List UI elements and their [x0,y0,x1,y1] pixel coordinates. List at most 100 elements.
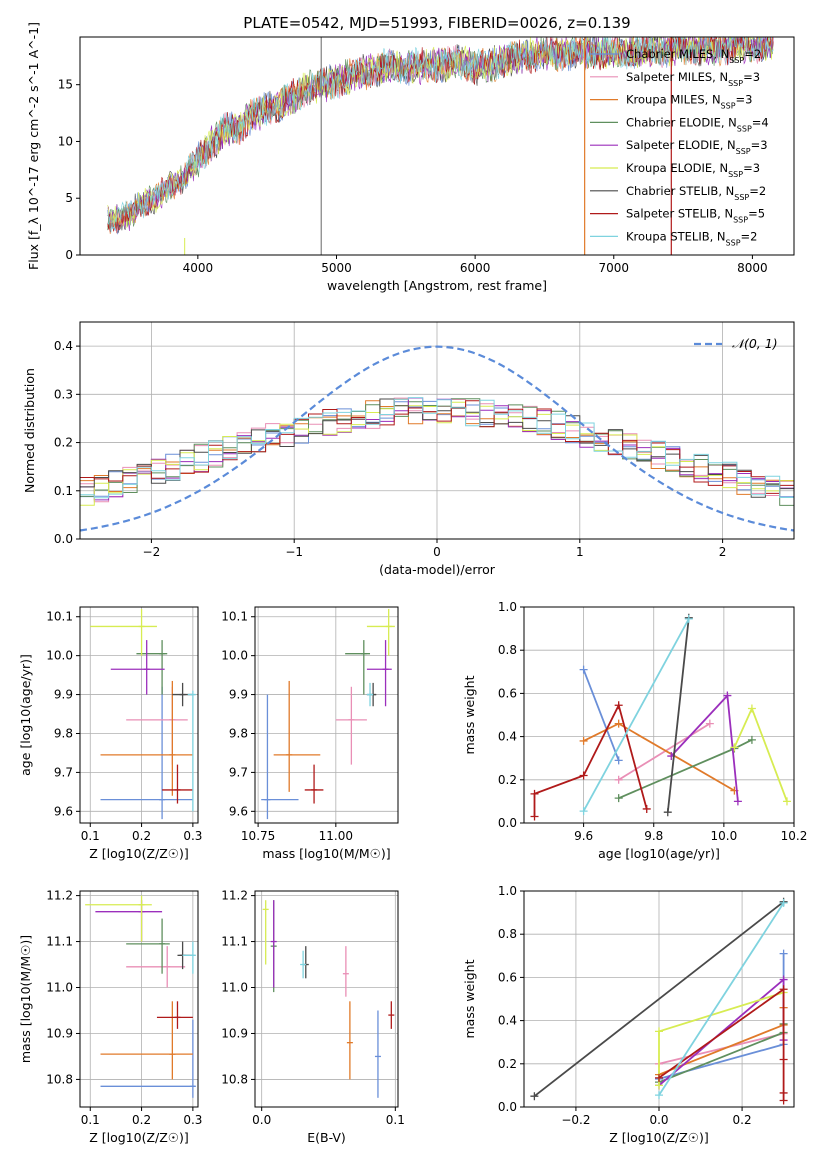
x-tick-label: 9.8 [644,829,663,843]
weight-marker [655,1073,663,1082]
x-tick-label: 1 [576,545,584,559]
x-axis-label: mass [log10(M/M☉)] [262,846,390,861]
figure-title: PLATE=0542, MJD=51993, FIBERID=0026, z=0… [243,14,630,32]
y-tick-label: 0.6 [498,970,517,984]
spectrum-line [107,35,774,233]
legend-label: Salpeter STELIB, NSSP=5 [626,207,765,225]
y-tick-label: 0.8 [498,643,517,657]
y-tick-label: 9.6 [229,804,248,818]
y-tick-label: 11.1 [46,935,73,949]
weight-line [533,901,785,1097]
x-tick-label: 0 [433,545,441,559]
plot-frame [254,890,399,1108]
y-tick-label: 0.2 [54,436,73,450]
mass-vs-reddening-panel: 0.0 0.1 10.8 10.9 11.0 11.1 11.2 E(B-V) [221,889,405,1145]
weight-line [618,722,711,781]
y-tick-label: 0.0 [54,532,73,546]
y-tick-label: 11.2 [221,889,248,903]
y-tick-label: 0.4 [498,1014,517,1028]
y-tick-label: 0.4 [54,339,73,353]
y-tick-label: 9.8 [229,726,248,740]
y-tick-label: 11.0 [221,981,248,995]
x-tick-label: −0.2 [561,1113,590,1127]
weight-line [658,1007,785,1065]
x-tick-label: 0.0 [252,1113,271,1127]
x-tick-label: 0.2 [132,829,151,843]
legend-label: Salpeter ELODIE, NSSP=3 [626,138,768,156]
weight-marker [579,807,588,816]
x-axis-label: age [log10(age/yr)] [598,846,720,861]
y-tick-label: 0.0 [498,816,517,830]
x-tick-label: 0.3 [183,1113,202,1127]
y-tick-label: 10.9 [221,1026,248,1040]
weight-line [670,693,739,802]
plot-frame [79,36,795,256]
weight-marker [655,1081,663,1090]
weight-marker [733,797,742,806]
weight-marker [530,1092,539,1101]
mass-weight-vs-metallicity-panel: −0.2 0.0 0.2 0.0 0.2 0.4 0.6 0.8 1.0 Z [log10(Z/Z… [462,884,795,1145]
x-tick-label: 0.3 [183,829,202,843]
weight-marker [655,1091,663,1100]
weight-marker [747,704,756,713]
weight-marker [779,1055,788,1064]
spectrum-line [107,36,774,234]
y-axis-label: mass weight [462,675,477,754]
x-tick-label: 5000 [321,261,352,275]
y-tick-label: 10.0 [221,649,248,663]
y-tick-label: 11.1 [221,935,248,949]
weight-marker [779,975,788,984]
y-tick-label: 0.2 [498,1057,517,1071]
weight-marker [779,898,788,907]
y-tick-label: 0.8 [498,927,517,941]
y-tick-label: 0.4 [498,730,517,744]
y-tick-label: 10.0 [46,649,73,663]
y-axis-label: mass weight [462,959,477,1038]
y-tick-label: 11.0 [46,981,73,995]
legend-label: Kroupa STELIB, NSSP=2 [626,229,757,247]
y-tick-label: 1.0 [498,884,517,898]
y-axis-label: Normed distribution [22,368,37,493]
plot-frame [79,890,199,1108]
weight-marker [779,1088,788,1097]
weight-marker [579,771,588,780]
y-axis-label: age [log10(age/yr)] [18,654,33,776]
x-axis-label: Z [log10(Z/Z☉)] [89,1130,189,1145]
x-tick-label: 0.1 [81,1113,100,1127]
plot-frame [523,606,795,824]
weight-marker [779,985,788,994]
weight-marker [747,735,756,744]
legend-label: 𝒩(0, 1) [732,336,778,351]
weight-marker [614,719,623,728]
x-tick-label: 0.2 [132,1113,151,1127]
weight-marker [723,691,732,700]
y-tick-label: 10.8 [46,1072,73,1086]
weight-line [658,987,785,1101]
weight-marker [642,804,651,813]
x-tick-label: 10.2 [781,829,808,843]
weight-marker [779,949,788,958]
y-axis-label: Flux [f_λ 10^-17 erg cm^-2 s^-1 A^-1] [26,22,41,270]
weight-marker [663,808,672,817]
x-tick-label: −1 [285,545,303,559]
weight-line [582,669,620,761]
histogram-step [80,397,794,499]
x-axis-label: Z [log10(Z/Z☉)] [89,846,189,861]
weight-line [582,618,690,812]
x-tick-label: −2 [143,545,161,559]
x-axis-label: (data-model)/error [379,562,496,577]
y-tick-label: 5 [65,191,73,205]
y-tick-label: 9.9 [54,688,73,702]
x-tick-label: 0.1 [81,829,100,843]
plot-frame [254,606,399,824]
y-tick-label: 10 [58,134,73,148]
plot-frame [79,606,199,824]
legend-label: Kroupa MILES, NSSP=3 [626,93,752,111]
x-tick-label: 10.75 [241,829,275,843]
gaussian-curve [79,345,795,532]
weight-marker [779,1096,788,1105]
y-tick-label: 9.8 [54,726,73,740]
y-tick-label: 0.0 [498,1100,517,1114]
weight-line [733,706,788,802]
y-tick-label: 9.9 [229,688,248,702]
